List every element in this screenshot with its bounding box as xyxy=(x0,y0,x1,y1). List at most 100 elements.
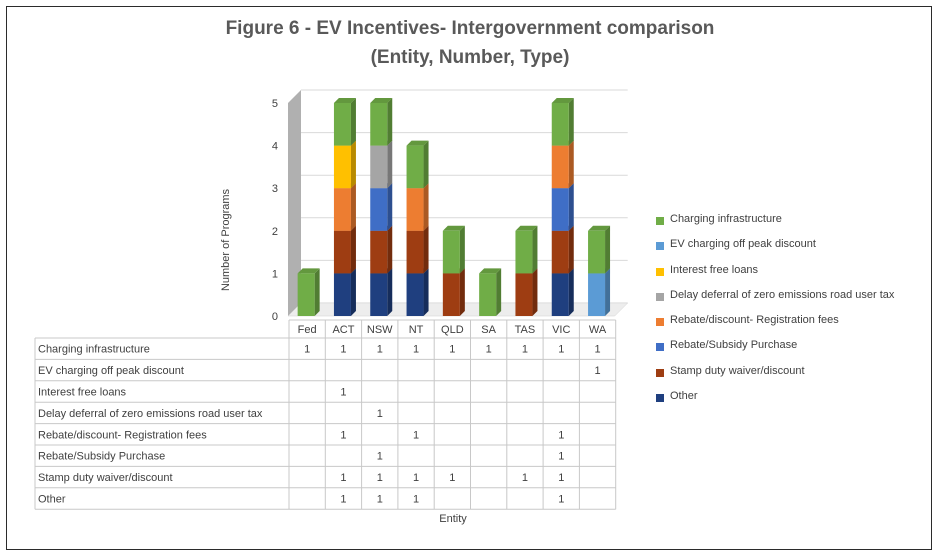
legend-swatch xyxy=(656,343,664,352)
bar xyxy=(406,145,424,189)
legend-label: Delay deferral of zero emissions road us… xyxy=(670,288,895,301)
bar xyxy=(333,188,351,231)
bar-side xyxy=(568,225,574,274)
table-row-label: EV charging off peak discount xyxy=(38,365,184,377)
data-label: 1 xyxy=(413,472,419,484)
data-label: 1 xyxy=(594,365,600,377)
x-tick-label: TAS xyxy=(515,324,536,336)
bar xyxy=(370,230,388,274)
bar-side xyxy=(387,225,393,274)
bar-side xyxy=(605,225,611,274)
bar-side xyxy=(387,268,393,316)
bar-top xyxy=(333,98,356,103)
bar xyxy=(333,103,351,146)
bar xyxy=(370,103,388,146)
bar xyxy=(551,273,569,316)
bar-side xyxy=(387,98,393,146)
legend-swatch xyxy=(656,242,664,251)
bar xyxy=(406,273,424,316)
bar-top xyxy=(588,225,611,231)
data-label: 1 xyxy=(486,344,492,356)
bar-side xyxy=(350,98,356,146)
y-tick-label: 2 xyxy=(272,226,278,238)
legend-swatch xyxy=(656,217,664,225)
data-label: 1 xyxy=(558,344,564,356)
data-label: 1 xyxy=(558,429,564,441)
bar xyxy=(588,230,606,274)
bar-top xyxy=(442,225,465,231)
table-row-label: Interest free loans xyxy=(38,387,127,399)
data-label: 1 xyxy=(413,494,419,506)
bar-side xyxy=(350,140,356,189)
legend-swatch xyxy=(656,292,664,301)
data-label: 1 xyxy=(304,344,310,356)
bar-side xyxy=(423,140,429,189)
x-tick-label: ACT xyxy=(332,324,354,336)
data-label: 1 xyxy=(377,494,383,506)
bar-top xyxy=(479,268,502,274)
data-label: 1 xyxy=(340,429,346,441)
legend-item: Charging infrastructure xyxy=(652,212,922,237)
data-label: 1 xyxy=(340,387,346,399)
bar xyxy=(442,230,460,274)
bar xyxy=(370,273,388,316)
data-label: 1 xyxy=(413,429,419,441)
legend-swatch xyxy=(656,368,664,377)
bar-side xyxy=(496,268,502,316)
y-axis-wall xyxy=(288,90,301,316)
x-tick-label: WA xyxy=(589,324,607,336)
bar-top xyxy=(515,225,538,231)
bar xyxy=(551,230,569,274)
legend-label: Rebate/Subsidy Purchase xyxy=(670,339,798,352)
bar xyxy=(551,145,569,189)
chart-title-line-1: Figure 6 - EV Incentives- Intergovernmen… xyxy=(225,18,715,39)
bar xyxy=(515,273,533,316)
bar-side xyxy=(350,268,356,316)
data-label: 1 xyxy=(340,344,346,356)
legend-label: Stamp duty waiver/discount xyxy=(670,364,805,377)
bar xyxy=(370,188,388,231)
legend-label: Interest free loans xyxy=(670,263,759,276)
bar xyxy=(406,188,424,231)
bar-side xyxy=(532,268,538,316)
data-label: 1 xyxy=(558,494,564,506)
bar xyxy=(479,273,497,316)
bar-side xyxy=(423,183,429,231)
legend-item: EV charging off peak discount xyxy=(652,237,922,262)
legend-label: Rebate/discount- Registration fees xyxy=(670,314,839,327)
bar-side xyxy=(387,183,393,231)
x-tick-label: QLD xyxy=(441,324,464,336)
bar xyxy=(551,103,569,146)
bar xyxy=(333,273,351,316)
legend-swatch xyxy=(656,318,664,327)
x-tick-label: SA xyxy=(481,324,496,336)
legend-label: EV charging off peak discount xyxy=(670,238,816,251)
chart-title: Figure 6 - EV Incentives- Intergovernmen… xyxy=(0,14,940,72)
bar-side xyxy=(423,268,429,316)
bar-side xyxy=(314,268,320,316)
data-label: 1 xyxy=(340,494,346,506)
y-tick-label: 5 xyxy=(272,98,278,110)
table-row-label: Delay deferral of zero emissions road us… xyxy=(38,408,263,420)
bar-side xyxy=(350,225,356,274)
bar-side xyxy=(459,225,465,274)
data-label: 1 xyxy=(558,472,564,484)
bar-side xyxy=(387,140,393,189)
data-label: 1 xyxy=(449,344,455,356)
legend-label: Other xyxy=(670,390,698,403)
data-label: 1 xyxy=(377,472,383,484)
bar xyxy=(297,273,315,316)
bar-side xyxy=(568,268,574,316)
data-label: 1 xyxy=(558,451,564,463)
bar-top xyxy=(406,140,429,146)
bar-side xyxy=(532,225,538,274)
x-tick-label: NSW xyxy=(367,324,393,336)
legend-item: Delay deferral of zero emissions road us… xyxy=(652,288,922,313)
data-label: 1 xyxy=(522,472,528,484)
data-label: 1 xyxy=(377,344,383,356)
x-tick-label: Fed xyxy=(298,324,317,336)
legend-swatch xyxy=(656,267,664,276)
legend-swatch xyxy=(656,394,664,403)
bar-side xyxy=(459,268,465,316)
